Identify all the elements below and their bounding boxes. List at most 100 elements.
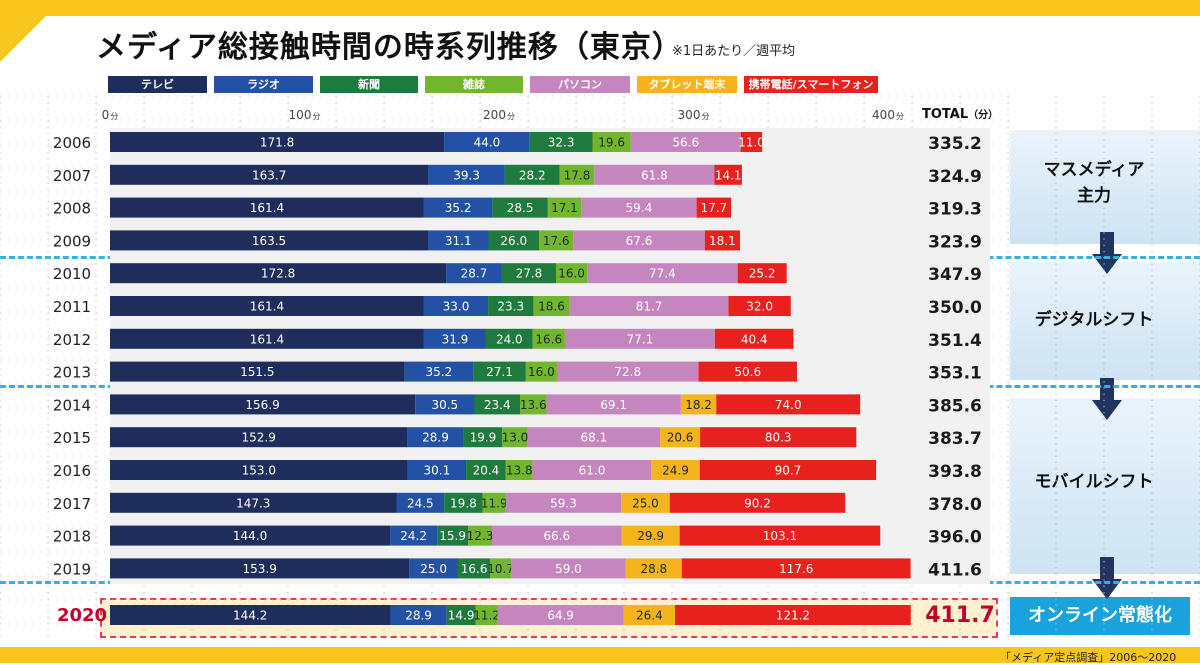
data-label: 28.7 (461, 267, 488, 281)
data-label: 24.5 (407, 496, 434, 510)
bar-segment (594, 164, 715, 185)
year-label: 2010 (53, 265, 91, 283)
bar-segment (396, 492, 445, 513)
data-label: 26.4 (636, 609, 663, 623)
data-label: 35.2 (445, 201, 472, 215)
data-label: 40.4 (741, 332, 768, 346)
bar-segment (491, 525, 622, 546)
bar-segment (529, 132, 593, 152)
data-label: 23.4 (484, 398, 511, 412)
data-label: 19.9 (470, 431, 497, 445)
bar-segment (110, 263, 447, 284)
bottom-band (0, 647, 1200, 663)
bar-segment (463, 427, 503, 448)
data-label: 16.6 (535, 332, 562, 346)
data-label: 28.8 (640, 562, 667, 576)
corner-accent (0, 0, 62, 62)
data-label: 39.3 (453, 168, 480, 182)
bar-segment (660, 427, 701, 448)
bar-segment (466, 460, 506, 480)
bar-segment (110, 230, 429, 251)
data-label: 33.0 (443, 300, 470, 314)
x-tick-unit: 分 (896, 112, 904, 121)
data-label: 67.6 (626, 234, 653, 248)
data-label: 17.1 (551, 201, 578, 215)
data-label: 27.1 (486, 365, 513, 379)
bar-segment (501, 263, 556, 284)
data-label: 103.1 (763, 529, 797, 543)
phase-label-line2: 主力 (1077, 186, 1111, 206)
data-label: 25.0 (420, 562, 447, 576)
bar-segment (532, 328, 565, 349)
x-tick-label: 300分 (678, 108, 710, 122)
bar-segment (110, 427, 408, 448)
phase-label-mass: マスメディア 主力 (1010, 157, 1178, 209)
year-label: 2015 (53, 429, 91, 447)
data-label: 17.8 (564, 168, 591, 182)
bar-segment (623, 605, 676, 625)
bar-segment (592, 132, 631, 152)
data-label: 172.8 (261, 267, 295, 281)
plot-background (110, 128, 990, 584)
arrow-down-icon (1092, 557, 1122, 599)
data-label: 32.0 (746, 300, 773, 314)
data-label: 161.4 (250, 201, 284, 215)
bar-segment (457, 558, 491, 579)
bar-segment (492, 197, 548, 218)
bar-segment (569, 296, 729, 316)
year-label: 2012 (53, 331, 91, 349)
total-value: 347.9 (928, 265, 982, 285)
bar-segment (110, 132, 445, 152)
data-label: 151.5 (240, 365, 274, 379)
legend-item: 新聞 (320, 76, 418, 93)
total-value: 350.0 (928, 298, 982, 318)
arrow-down-icon (1092, 378, 1122, 420)
data-label: 64.9 (547, 609, 574, 623)
data-label: 11.0 (738, 136, 765, 150)
data-label: 44.0 (474, 136, 501, 150)
bar-segment (428, 230, 489, 251)
chart-title: メディア総接触時間の時系列推移（東京） (96, 30, 683, 65)
bar-segment (511, 558, 626, 579)
data-label: 17.7 (700, 201, 727, 215)
bar-segment (740, 132, 763, 152)
year-label: 2008 (53, 200, 91, 218)
data-label: 77.4 (649, 267, 676, 281)
total-value: 324.9 (928, 167, 982, 187)
bar-segment (502, 427, 528, 448)
source-note: 「メディア定点調査」2006〜2020 (1000, 651, 1177, 664)
bar-segment (110, 605, 391, 625)
data-label: 90.2 (744, 496, 771, 510)
phase-label-online: オンライン常態化 (1010, 597, 1190, 635)
data-label: 156.9 (245, 398, 279, 412)
total-value: 393.8 (928, 462, 982, 482)
bar-segment (505, 492, 622, 513)
year-label: 2007 (53, 167, 91, 185)
year-label: 2011 (53, 298, 91, 316)
phase-label-mobile: モバイルシフト (1010, 469, 1178, 495)
data-label: 26.0 (500, 234, 527, 248)
bar-segment (714, 164, 742, 185)
year-label: 2020 (57, 605, 107, 626)
data-label: 163.5 (252, 234, 286, 248)
bar-segment (547, 197, 582, 218)
bar-segment (737, 263, 787, 284)
data-label: 29.9 (637, 529, 664, 543)
data-label: 147.3 (236, 496, 270, 510)
data-label: 59.3 (550, 496, 577, 510)
bar-segment (533, 296, 570, 316)
data-label: 30.5 (431, 398, 458, 412)
legend-item: 携帯電話/スマートフォン (744, 76, 878, 93)
year-label: 2014 (53, 396, 91, 414)
data-label: 16.0 (528, 365, 555, 379)
year-label: 2018 (53, 528, 91, 546)
bar-segment (698, 361, 797, 382)
bar-segment (475, 605, 498, 625)
data-label: 59.0 (555, 562, 582, 576)
total-header: TOTAL（分） (922, 106, 998, 122)
bar-segment (409, 558, 458, 579)
data-label: 77.1 (627, 332, 654, 346)
bar-segment (714, 328, 794, 349)
bar-segment (468, 525, 492, 546)
bar-segment (423, 328, 486, 349)
